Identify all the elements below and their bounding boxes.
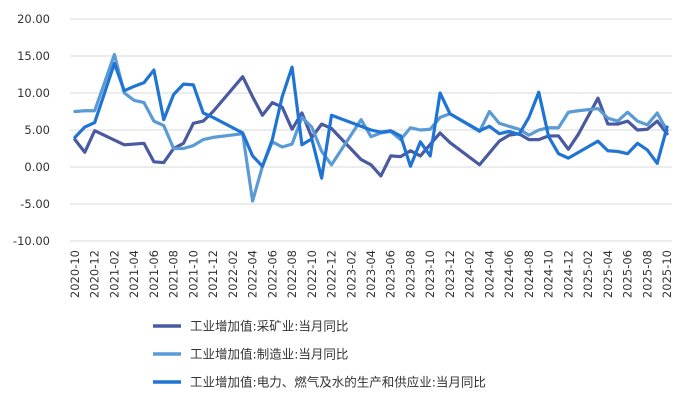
x-tick-label: 2021-02 (107, 250, 121, 298)
series-lines (73, 52, 669, 203)
x-tick-label: 2021-04 (127, 250, 141, 298)
x-tick-label: 2022-08 (285, 250, 299, 298)
x-tick-label: 2025-06 (621, 250, 635, 298)
series-line-3 (73, 61, 669, 180)
y-tick-label: 10.00 (17, 86, 50, 100)
legend-label: 工业增加值:电力、燃气及水的生产和供应业:当月同比 (190, 375, 486, 390)
y-tick-label: 15.00 (17, 49, 50, 63)
x-tick-label: 2021-10 (186, 250, 200, 298)
x-tick-label: 2020-12 (88, 250, 102, 298)
y-tick-label: 0.00 (24, 160, 50, 174)
x-tick-label: 2025-04 (601, 250, 615, 298)
x-tick-label: 2023-06 (384, 250, 398, 298)
x-tick-label: 2023-08 (403, 250, 417, 298)
x-tick-label: 2024-04 (482, 250, 496, 298)
x-tick-label: 2021-08 (167, 250, 181, 298)
y-tick-label: 5.00 (24, 123, 50, 137)
x-tick-label: 2023-04 (364, 250, 378, 298)
y-tick-label: -5.00 (20, 197, 50, 211)
x-tick-label: 2022-02 (226, 250, 240, 298)
x-tick-label: 2021-12 (206, 250, 220, 298)
x-tick-label: 2024-06 (502, 250, 516, 298)
x-tick-label: 2022-06 (265, 250, 279, 298)
x-tick-label: 2025-08 (640, 250, 654, 298)
y-axis: 20.00 15.00 10.00 5.00 0.00 -5.00 -10.00 (13, 12, 50, 248)
x-tick-label: 2024-10 (542, 250, 556, 298)
x-tick-label: 2022-12 (325, 250, 339, 298)
x-tick-label: 2024-02 (463, 250, 477, 298)
legend-label: 工业增加值:制造业:当月同比 (190, 347, 348, 362)
x-tick-label: 2025-02 (581, 250, 595, 298)
y-tick-label: 20.00 (17, 12, 50, 26)
x-tick-label: 2023-12 (443, 250, 457, 298)
y-tick-label: -10.00 (13, 234, 50, 248)
x-tick-label: 2024-08 (522, 250, 536, 298)
x-tick-label: 2025-10 (660, 250, 674, 298)
legend-label: 工业增加值:采矿业:当月同比 (190, 319, 348, 334)
x-tick-label: 2023-10 (423, 250, 437, 298)
x-tick-label: 2024-12 (561, 250, 575, 298)
x-tick-label: 2020-10 (68, 250, 82, 298)
x-tick-label: 2023-02 (344, 250, 358, 298)
series-line-2 (73, 52, 669, 203)
x-tick-label: 2021-06 (147, 250, 161, 298)
x-tick-label: 2022-10 (305, 250, 319, 298)
legend: 工业增加值:采矿业:当月同比工业增加值:制造业:当月同比工业增加值:电力、燃气及… (153, 319, 486, 390)
x-axis: 2020-10 2020-12 2021-02 2021-04 2021-06 2021-… (68, 250, 674, 298)
x-tick-label: 2022-04 (246, 250, 260, 298)
